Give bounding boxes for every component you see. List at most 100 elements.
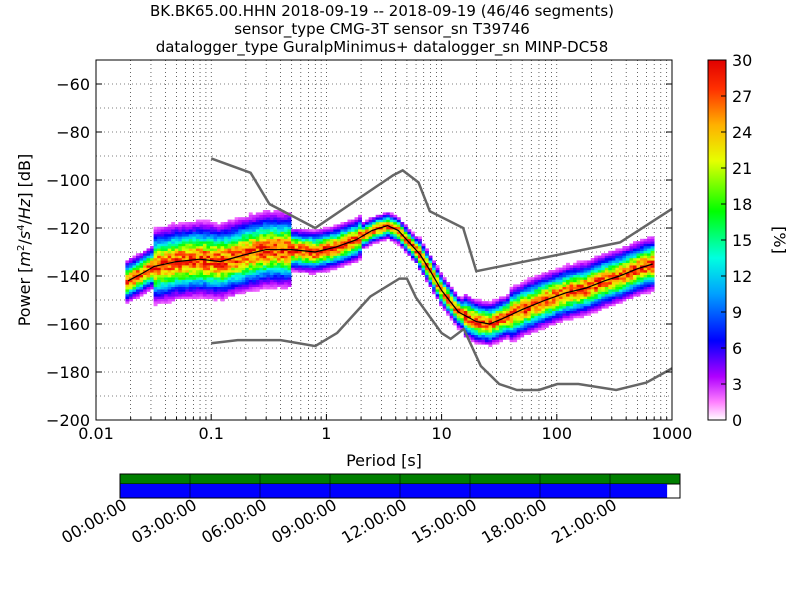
heatmap-cell [259,277,264,280]
title-line-3: datalogger_type GuralpMinimus+ datalogge… [156,38,609,57]
heatmap-cell [213,296,218,299]
heatmap-cell [255,229,260,232]
heatmap-cell [410,258,415,261]
heatmap-cell [625,284,630,287]
heatmap-cell [611,294,616,297]
heatmap-cell [273,267,278,271]
heatmap-cell [206,284,211,287]
heatmap-cell [474,315,479,319]
heatmap-cell [259,222,264,225]
heatmap-cell [604,289,609,292]
heatmap-cell [583,277,588,280]
heatmap-cell [206,241,211,244]
heatmap-cell [336,253,341,256]
heatmap-cell [555,272,560,275]
heatmap-cell [192,229,197,232]
heatmap-cell [160,286,165,290]
heatmap-cell [266,250,271,254]
heatmap-cell [622,298,627,302]
heatmap-cell [157,294,162,297]
heatmap-cell [241,246,246,249]
heatmap-cell [135,291,140,295]
heatmap-cell [301,238,306,242]
heatmap-cell [633,260,637,263]
heatmap-cell [248,238,253,242]
heatmap-cell [343,236,348,239]
heatmap-cell [213,262,218,266]
heatmap-cell [192,222,197,225]
heatmap-cell [467,334,472,338]
heatmap-cell [463,313,468,316]
heatmap-cell [551,279,556,283]
heatmap-cell [650,238,655,242]
heatmap-cell [322,236,327,239]
heatmap-cell [329,267,334,271]
heatmap-cell [604,301,609,304]
heatmap-cell [210,238,214,242]
heatmap-cell [273,270,278,273]
heatmap-cell [195,255,200,259]
heatmap-cell [509,330,514,333]
heatmap-cell [432,279,437,283]
heatmap-cell [354,241,359,244]
heatmap-cell [425,279,429,283]
heatmap-cell [259,284,264,287]
heatmap-cell [428,265,433,268]
heatmap-cell [185,260,190,263]
heatmap-cell [499,320,503,323]
heatmap-cell [238,243,243,247]
heatmap-cell [143,289,147,292]
heatmap-cell [199,289,204,292]
heatmap-cell [181,238,186,242]
heatmap-cell [135,262,140,266]
heatmap-cell [284,265,288,268]
heatmap-cell [516,301,521,304]
heatmap-cell [241,291,246,295]
heatmap-cell [580,277,585,280]
heatmap-cell [527,327,532,331]
heatmap-cell [361,236,366,239]
heatmap-cell [343,231,348,235]
heatmap-cell [157,260,162,263]
heatmap-cell [195,262,200,266]
heatmap-cell [284,262,288,266]
heatmap-cell [587,289,592,292]
heatmap-cell [625,267,630,271]
heatmap-cell [220,234,225,237]
heatmap-cell [262,214,267,218]
heatmap-cell [241,241,246,244]
heatmap-cell [633,284,637,287]
heatmap-cell [463,303,468,307]
heatmap-cell [128,296,133,299]
heatmap-cell [241,260,246,263]
heatmap-cell [234,284,239,287]
heatmap-cell [499,327,503,331]
heatmap-cell [178,284,183,287]
heatmap-cell [224,224,229,227]
coverage-tick-label: 21:00:00 [548,495,620,547]
heatmap-cell [298,243,303,247]
heatmap-cell [301,270,306,273]
heatmap-cell [580,310,585,314]
heatmap-cell [594,260,599,263]
heatmap-cell [562,279,567,283]
heatmap-cell [481,337,486,340]
heatmap-cell [580,301,585,304]
heatmap-cell [488,339,493,343]
heatmap-cell [266,267,271,271]
heatmap-cell [647,279,652,283]
heatmap-cell [284,250,288,254]
heatmap-cell [150,270,155,273]
heatmap-cell [386,212,391,215]
heatmap-cell [354,246,359,249]
heatmap-cell [217,241,221,244]
heatmap-cell [220,298,225,302]
heatmap-cell [463,308,468,311]
heatmap-cell [262,282,267,285]
heatmap-cell [347,258,352,261]
heatmap-cell [206,255,211,259]
heatmap-cell [502,322,507,326]
heatmap-cell [432,272,437,275]
heatmap-cell [150,282,155,285]
heatmap-cell [164,282,169,285]
